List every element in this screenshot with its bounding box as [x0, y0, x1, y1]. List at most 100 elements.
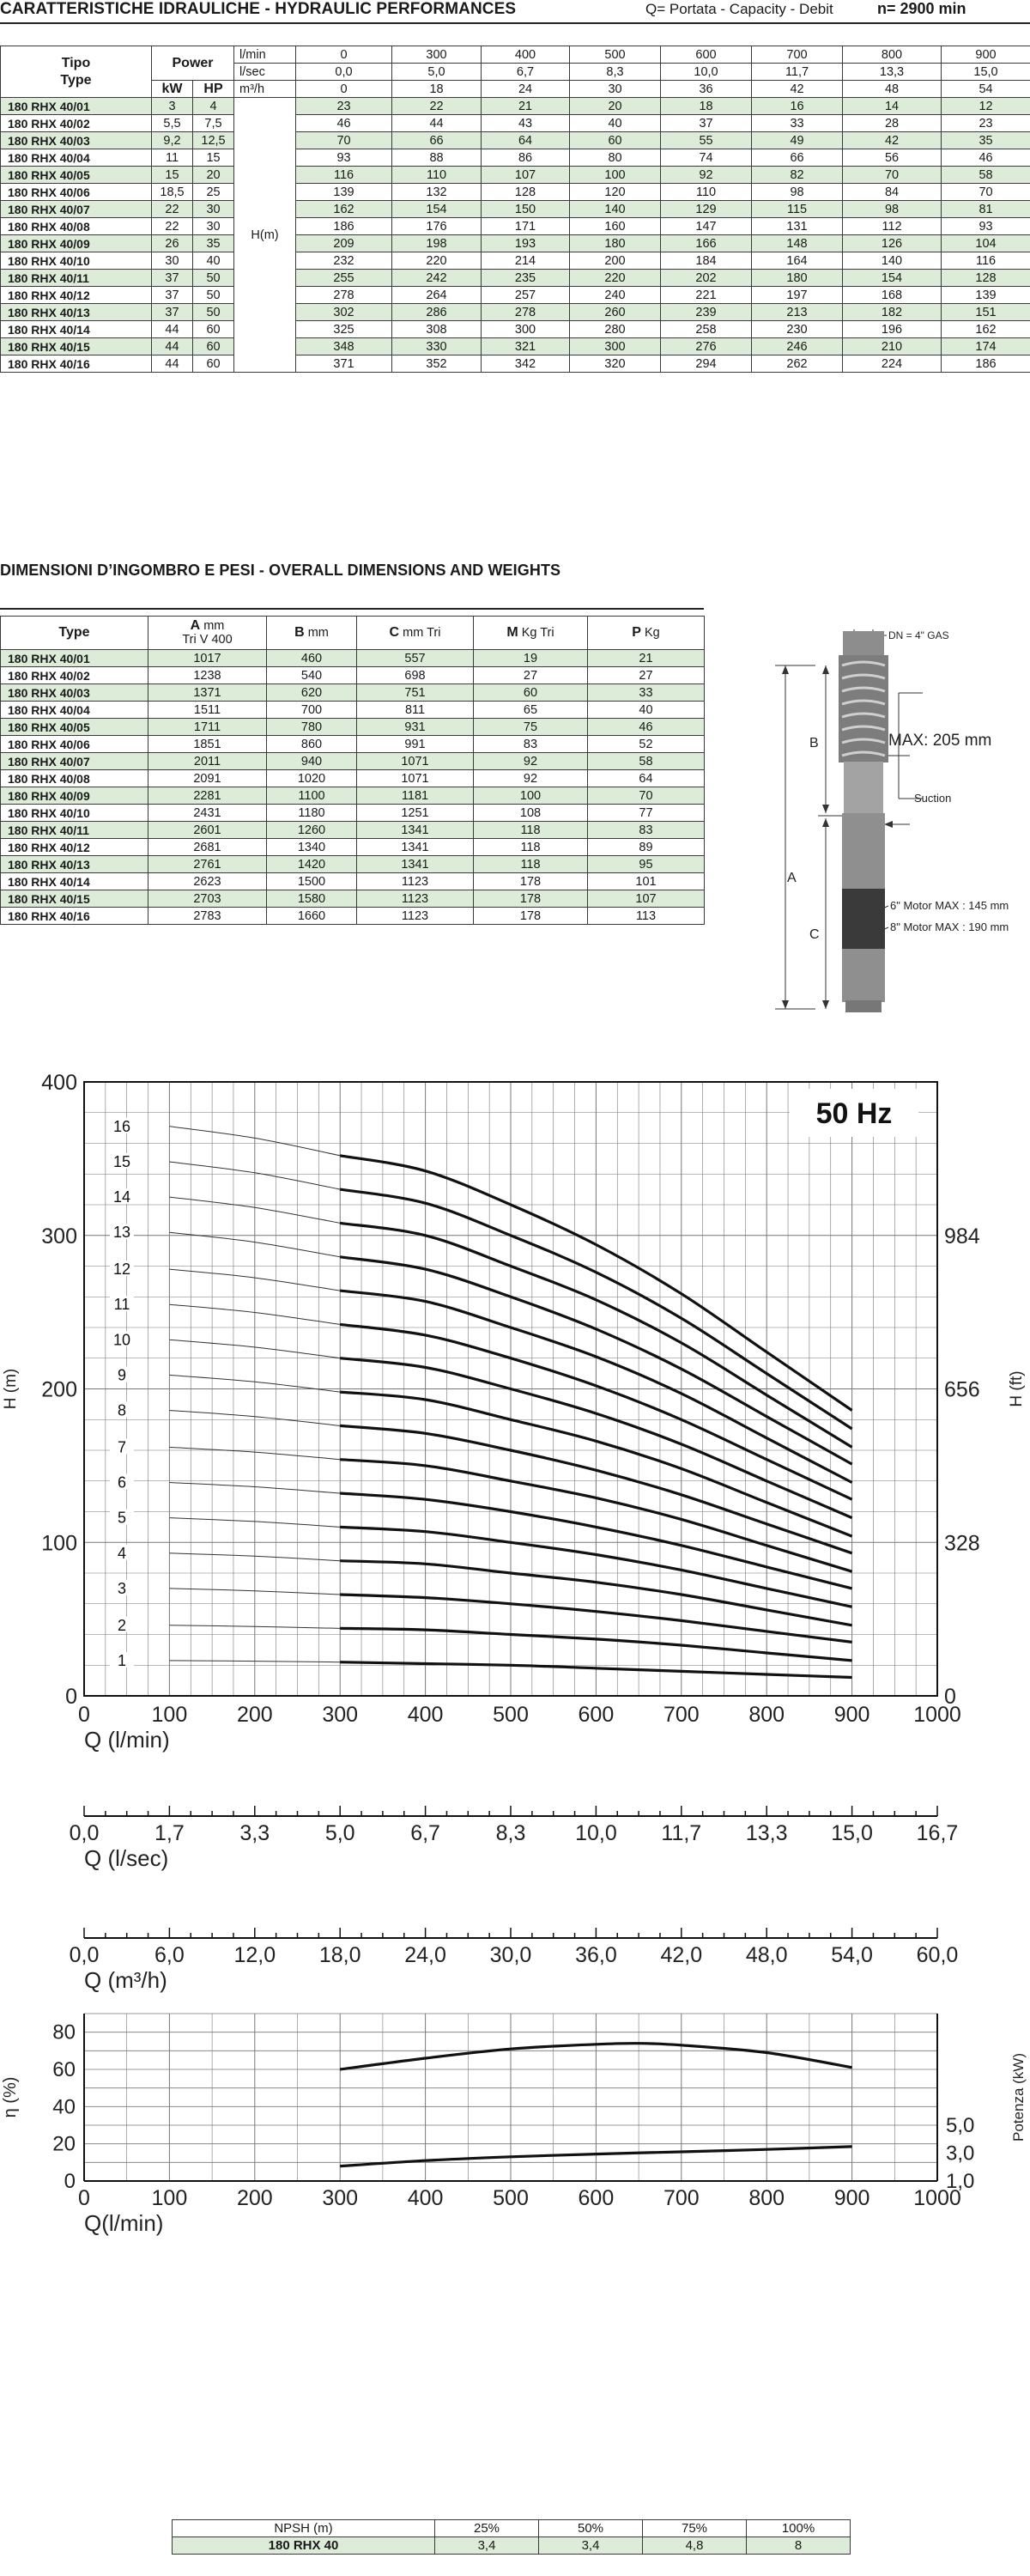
row-head-value: 56 [842, 149, 942, 167]
row-head-value: 154 [842, 269, 942, 287]
row-head-value: 132 [391, 183, 482, 201]
dims-cell-p: 64 [587, 769, 705, 787]
x-tick-label: 0 [78, 1703, 90, 1727]
dims-cell-a: 2091 [148, 769, 267, 787]
row-head-value: 84 [842, 183, 942, 201]
dims-cell-m: 100 [473, 787, 588, 805]
row-kw: 37 [151, 286, 193, 304]
m3h-axis-tick-label: 48,0 [746, 1943, 788, 1967]
eff-x-tick-label: 800 [748, 2186, 785, 2210]
dims-cell-type: 180 RHX 40/16 [0, 907, 148, 925]
performance-row: 180 RHX 40/08 22 30 186 176 171 160 147 131 112 93 [0, 217, 1030, 235]
row-type: 180 RHX 40/05 [0, 166, 152, 184]
dims-cell-type: 180 RHX 40/11 [0, 821, 148, 839]
row-head-value: 213 [751, 303, 844, 321]
dims-cell-c: 1181 [356, 787, 474, 805]
curve-16 [339, 1154, 853, 1412]
row-kw: 37 [151, 269, 193, 287]
dims-cell-m: 83 [473, 735, 588, 753]
row-kw: 3 [151, 97, 193, 115]
row-type: 180 RHX 40/08 [0, 217, 152, 235]
hp-header: HP [191, 80, 235, 98]
curve-label-bg [110, 1438, 134, 1455]
row-head-value: 235 [481, 269, 571, 287]
row-hp: 35 [191, 234, 235, 252]
y-right-tick-label: 328 [944, 1531, 980, 1555]
curve-label-bg [110, 1579, 134, 1595]
label-a: A [787, 871, 797, 885]
flow-lsec-0: 0,0 [295, 63, 393, 81]
dims-cell-b: 540 [266, 666, 357, 684]
row-head-value: 186 [941, 355, 1030, 373]
row-kw: 26 [151, 234, 193, 252]
dims-cell-type: 180 RHX 40/06 [0, 735, 148, 753]
row-type: 180 RHX 40/10 [0, 252, 152, 270]
dimensions-row: 180 RHX 40/05 1711 780 931 75 46 [0, 718, 705, 736]
curve-label-bg [110, 1224, 134, 1240]
curve-label-bg [110, 1117, 134, 1133]
unit-m3h: m³/h [233, 80, 297, 98]
x-tick-label: 100 [152, 1703, 188, 1727]
eff-x-tick-label: 100 [152, 2186, 188, 2210]
motor6-label: 6" Motor MAX : 145 mm [890, 899, 1009, 912]
dims-cell-b: 1420 [266, 855, 357, 873]
row-head-value: 86 [481, 149, 571, 167]
row-head-value: 214 [481, 252, 571, 270]
row-head-value: 20 [569, 97, 662, 115]
curve-8 [340, 1424, 853, 1555]
curve-label-15: 15 [113, 1153, 130, 1170]
m3h-axis-tick-label: 60,0 [917, 1943, 959, 1967]
max-label: MAX: 205 mm [888, 732, 991, 750]
flow-lsec-5: 11,7 [751, 63, 844, 81]
dimensions-row: 180 RHX 40/11 2601 1260 1341 118 83 [0, 821, 705, 839]
row-head-value: 115 [751, 200, 844, 218]
suction-label: Suction [914, 792, 951, 805]
row-head-value: 80 [569, 149, 662, 167]
dims-cell-p: 107 [587, 890, 705, 908]
row-type: 180 RHX 40/07 [0, 200, 152, 218]
flow-lmin-5: 700 [751, 46, 844, 64]
chart-title: 50 Hz [816, 1097, 893, 1130]
row-head-value: 321 [481, 337, 571, 355]
lsec-axis-tick-label: 13,3 [746, 1821, 788, 1845]
curve-label-1: 1 [118, 1652, 126, 1669]
row-head-value: 55 [660, 131, 753, 149]
performance-row: 180 RHX 40/13 37 50 302 286 278 260 239 213 182 15… [0, 303, 1030, 321]
dims-cell-c: 1071 [356, 769, 474, 787]
lsec-axis: 0,0 1,7 3,3 5,0 6,7 8,3 10,0 11,7 13,3 15,0 16,7 Q … [70, 1806, 958, 1871]
y-tick-label: 0 [65, 1685, 77, 1709]
performance-row: 180 RHX 40/10 30 40 232 220 214 200 184 164 140 11… [0, 252, 1030, 270]
eff-y-axis-label: η (%) [1, 2077, 20, 2118]
row-head-value: 320 [569, 355, 662, 373]
row-head-value: 176 [391, 217, 482, 235]
dims-cell-p: 40 [587, 701, 705, 719]
curve-thin-11 [169, 1303, 341, 1325]
dims-cell-c: 931 [356, 718, 474, 736]
curve-6 [340, 1492, 852, 1590]
dims-cell-p: 113 [587, 907, 705, 925]
lsec-axis-tick-label: 6,7 [410, 1821, 440, 1845]
row-hp: 15 [191, 149, 235, 167]
dims-cell-p: 95 [587, 855, 705, 873]
curve-label-5: 5 [118, 1510, 126, 1527]
row-head-value: 98 [842, 200, 942, 218]
dimensions-row: 180 RHX 40/06 1851 860 991 83 52 [0, 735, 705, 753]
curve-thin-13 [169, 1231, 341, 1258]
dims-cell-m: 19 [473, 649, 588, 667]
row-type: 180 RHX 40/11 [0, 269, 152, 287]
flow-m3h-2: 24 [481, 80, 571, 98]
dimensions-row: 180 RHX 40/15 2703 1580 1123 178 107 [0, 890, 705, 908]
x-tick-label: 700 [663, 1703, 700, 1727]
curve-label-bg [110, 1651, 134, 1668]
row-head-value: 64 [481, 131, 571, 149]
row-head-value: 128 [481, 183, 571, 201]
dims-cell-b: 1260 [266, 821, 357, 839]
eff-y-tick-label: 40 [52, 2095, 76, 2118]
dimensions-row: 180 RHX 40/09 2281 1100 1181 100 70 [0, 787, 705, 805]
dims-cell-p: 46 [587, 718, 705, 736]
m3h-axis-tick-label: 12,0 [233, 1943, 276, 1967]
dims-cell-type: 180 RHX 40/14 [0, 872, 148, 890]
npsh-header-50: 50% [538, 2519, 643, 2537]
eff-y-tick-label: 0 [64, 2170, 76, 2193]
row-type: 180 RHX 40/12 [0, 286, 152, 304]
